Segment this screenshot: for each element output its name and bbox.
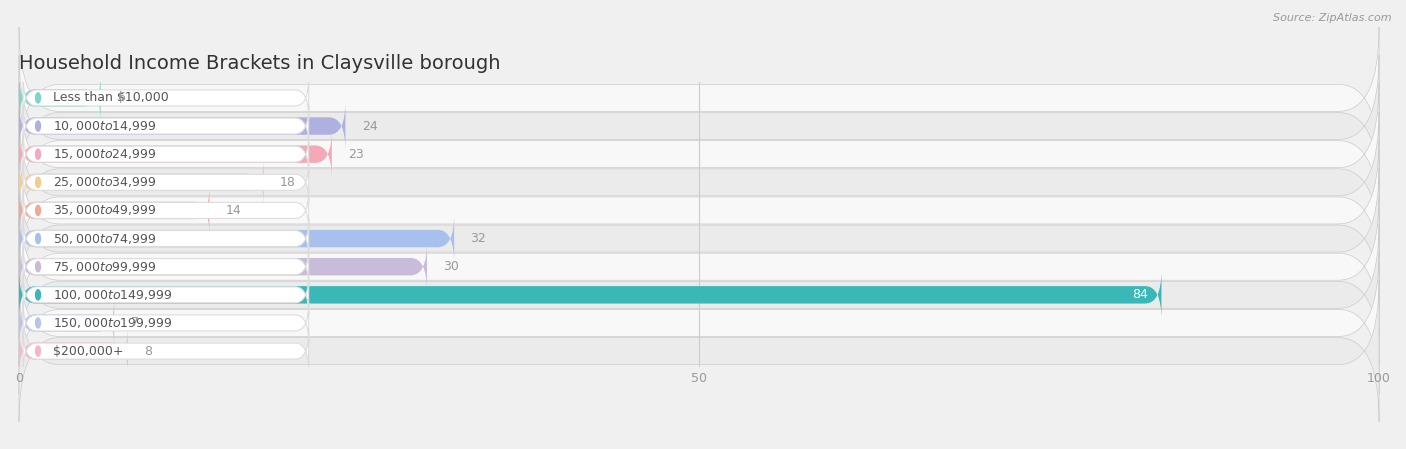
FancyBboxPatch shape bbox=[20, 55, 1379, 197]
Circle shape bbox=[35, 205, 41, 216]
Circle shape bbox=[35, 149, 41, 159]
FancyBboxPatch shape bbox=[20, 224, 1379, 366]
Text: Less than $10,000: Less than $10,000 bbox=[53, 92, 169, 105]
FancyBboxPatch shape bbox=[20, 73, 101, 123]
FancyBboxPatch shape bbox=[22, 134, 309, 174]
FancyBboxPatch shape bbox=[22, 162, 309, 202]
FancyBboxPatch shape bbox=[22, 190, 309, 230]
Text: 24: 24 bbox=[361, 119, 377, 132]
Text: $150,000 to $199,999: $150,000 to $199,999 bbox=[53, 316, 173, 330]
Text: $100,000 to $149,999: $100,000 to $149,999 bbox=[53, 288, 173, 302]
Text: $75,000 to $99,999: $75,000 to $99,999 bbox=[53, 260, 156, 274]
FancyBboxPatch shape bbox=[22, 247, 309, 287]
FancyBboxPatch shape bbox=[20, 101, 346, 151]
Circle shape bbox=[35, 262, 41, 272]
Text: $50,000 to $74,999: $50,000 to $74,999 bbox=[53, 232, 156, 246]
Text: $200,000+: $200,000+ bbox=[53, 344, 124, 357]
FancyBboxPatch shape bbox=[20, 270, 1161, 320]
FancyBboxPatch shape bbox=[22, 275, 309, 315]
FancyBboxPatch shape bbox=[22, 106, 309, 146]
FancyBboxPatch shape bbox=[20, 185, 209, 235]
Text: 23: 23 bbox=[349, 148, 364, 161]
Text: $35,000 to $49,999: $35,000 to $49,999 bbox=[53, 203, 156, 217]
Text: 30: 30 bbox=[443, 260, 460, 273]
FancyBboxPatch shape bbox=[22, 219, 309, 259]
Circle shape bbox=[35, 121, 41, 131]
FancyBboxPatch shape bbox=[22, 303, 309, 343]
FancyBboxPatch shape bbox=[20, 140, 1379, 282]
FancyBboxPatch shape bbox=[20, 111, 1379, 253]
FancyBboxPatch shape bbox=[22, 331, 309, 371]
Circle shape bbox=[35, 346, 41, 356]
FancyBboxPatch shape bbox=[20, 83, 1379, 225]
FancyBboxPatch shape bbox=[20, 242, 427, 292]
Circle shape bbox=[35, 290, 41, 300]
Text: Source: ZipAtlas.com: Source: ZipAtlas.com bbox=[1274, 13, 1392, 23]
FancyBboxPatch shape bbox=[20, 27, 1379, 169]
Circle shape bbox=[35, 318, 41, 328]
FancyBboxPatch shape bbox=[20, 157, 264, 207]
Text: 6: 6 bbox=[117, 92, 125, 105]
Text: 18: 18 bbox=[280, 176, 297, 189]
FancyBboxPatch shape bbox=[20, 298, 114, 348]
FancyBboxPatch shape bbox=[22, 78, 309, 118]
Circle shape bbox=[35, 233, 41, 244]
Text: $10,000 to $14,999: $10,000 to $14,999 bbox=[53, 119, 156, 133]
Text: $25,000 to $34,999: $25,000 to $34,999 bbox=[53, 175, 156, 189]
FancyBboxPatch shape bbox=[20, 252, 1379, 394]
FancyBboxPatch shape bbox=[20, 167, 1379, 309]
Circle shape bbox=[35, 177, 41, 187]
FancyBboxPatch shape bbox=[20, 280, 1379, 422]
FancyBboxPatch shape bbox=[20, 214, 454, 264]
Text: 32: 32 bbox=[471, 232, 486, 245]
Text: 84: 84 bbox=[1132, 288, 1147, 301]
Text: 7: 7 bbox=[131, 317, 139, 330]
Circle shape bbox=[35, 93, 41, 103]
Text: 8: 8 bbox=[145, 344, 152, 357]
FancyBboxPatch shape bbox=[20, 196, 1379, 338]
FancyBboxPatch shape bbox=[20, 326, 128, 376]
FancyBboxPatch shape bbox=[20, 129, 332, 179]
Text: Household Income Brackets in Claysville borough: Household Income Brackets in Claysville … bbox=[20, 53, 501, 73]
Text: $15,000 to $24,999: $15,000 to $24,999 bbox=[53, 147, 156, 161]
Text: 14: 14 bbox=[226, 204, 242, 217]
